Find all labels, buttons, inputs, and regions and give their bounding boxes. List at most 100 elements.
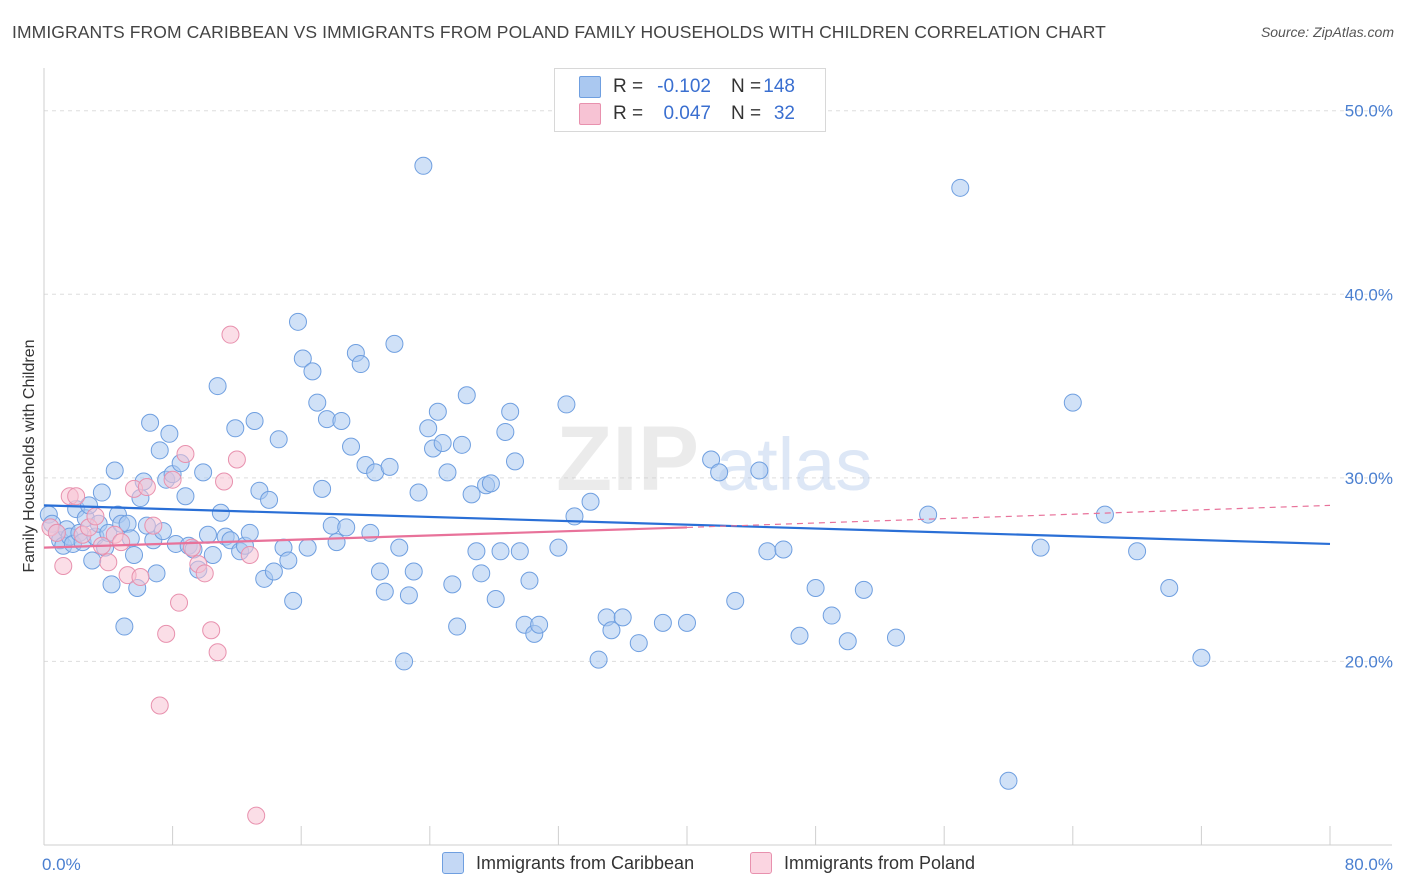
legend-item-caribbean[interactable]: Immigrants from Caribbean [442, 852, 694, 874]
data-point-caribbean [404, 562, 423, 581]
y-tick-label: 50.0% [1345, 102, 1393, 121]
legend-label-poland: Immigrants from Poland [784, 852, 976, 873]
legend-r-label: R = [613, 103, 644, 124]
trend-line-poland-extension [686, 504, 1331, 529]
data-point-caribbean [198, 525, 217, 544]
data-point-caribbean [380, 457, 399, 476]
trend-lines [43, 504, 1331, 549]
data-point-caribbean [260, 490, 279, 509]
data-point-caribbean [602, 621, 621, 640]
x-tick-label: 0.0% [42, 855, 81, 874]
y-tick-label: 40.0% [1345, 285, 1393, 304]
data-point-poland [86, 507, 105, 526]
data-point-caribbean [710, 463, 729, 482]
trend-line-caribbean [43, 504, 1331, 546]
data-point-caribbean [361, 523, 380, 542]
data-point-caribbean [399, 586, 418, 605]
data-point-caribbean [264, 562, 283, 581]
data-point-caribbean [208, 377, 227, 396]
data-point-caribbean [726, 591, 745, 610]
data-point-poland [182, 538, 201, 557]
data-point-caribbean [919, 505, 938, 524]
legend-swatch-poland [750, 852, 772, 874]
watermark-zip: ZIP [556, 408, 699, 510]
data-point-caribbean [1095, 505, 1114, 524]
x-tick-label: 80.0% [1345, 855, 1393, 874]
data-point-caribbean [822, 606, 841, 625]
legend-swatch-poland [579, 103, 601, 125]
data-point-caribbean [433, 433, 452, 452]
data-point-caribbean [194, 463, 213, 482]
data-point-caribbean [448, 617, 467, 636]
data-point-caribbean [438, 463, 457, 482]
data-point-caribbean [115, 617, 134, 636]
data-point-caribbean [557, 395, 576, 414]
data-point-poland [170, 593, 189, 612]
data-point-caribbean [530, 615, 549, 634]
data-point-caribbean [428, 402, 447, 421]
watermark: ZIP atlas [556, 408, 872, 510]
axes [43, 68, 1392, 846]
y-ticks: 20.0% 30.0% 40.0% 50.0% [1345, 102, 1393, 672]
data-point-caribbean [1160, 579, 1179, 597]
data-point-caribbean [838, 632, 857, 651]
data-point-caribbean [774, 540, 793, 559]
data-point-caribbean [472, 564, 491, 583]
data-point-caribbean [758, 542, 777, 561]
legend-item-poland[interactable]: Immigrants from Poland [750, 852, 975, 874]
y-axis-label: Family Households with Children [21, 340, 38, 573]
data-point-poland [144, 516, 163, 535]
data-point-caribbean [1063, 393, 1082, 412]
data-point-caribbean [999, 771, 1018, 790]
data-point-caribbean [342, 437, 361, 456]
data-point-caribbean [395, 652, 414, 671]
data-point-caribbean [226, 419, 245, 438]
legend-swatch-caribbean [579, 76, 601, 98]
legend-row-caribbean: R = -0.102 N = 148 [579, 74, 795, 100]
legend-r-label: R = [613, 76, 644, 97]
data-point-poland [137, 478, 156, 497]
data-point-poland [247, 806, 266, 825]
data-point-caribbean [337, 518, 356, 537]
data-point-poland [195, 564, 214, 583]
data-point-caribbean [102, 575, 121, 594]
data-point-caribbean [629, 634, 648, 653]
data-point-caribbean [327, 533, 346, 552]
legend-r-value: 0.047 [663, 103, 711, 124]
data-point-poland [240, 545, 259, 564]
series-poland [41, 325, 266, 825]
data-point-poland [47, 523, 66, 542]
data-point-caribbean [409, 483, 428, 502]
data-point-caribbean [505, 452, 524, 471]
data-point-caribbean [613, 608, 632, 627]
legend-n-label: N = [731, 76, 762, 97]
data-point-caribbean [298, 538, 317, 557]
y-tick-label: 20.0% [1345, 652, 1393, 671]
data-point-poland [208, 643, 227, 662]
legend-r-value: -0.102 [657, 76, 711, 97]
data-point-caribbean [481, 474, 500, 493]
data-point-caribbean [92, 483, 111, 502]
data-point-caribbean [351, 355, 370, 374]
data-point-caribbean [279, 551, 298, 570]
data-point-caribbean [240, 523, 259, 542]
data-point-caribbean [375, 582, 394, 601]
data-point-poland [202, 621, 221, 640]
data-point-caribbean [211, 503, 230, 522]
data-point-poland [112, 533, 131, 552]
legend-n-value: 32 [773, 103, 795, 124]
data-point-poland [215, 472, 234, 491]
data-point-caribbean [501, 402, 520, 421]
data-point-caribbean [750, 461, 769, 480]
data-point-caribbean [510, 542, 529, 561]
data-point-caribbean [160, 424, 179, 443]
data-point-caribbean [678, 613, 696, 632]
data-point-caribbean [288, 312, 307, 331]
data-point-caribbean [176, 487, 195, 506]
data-point-caribbean [491, 542, 510, 561]
data-point-caribbean [269, 430, 288, 449]
watermark-atlas: atlas [716, 423, 872, 506]
data-point-caribbean [790, 626, 809, 645]
data-point-caribbean [702, 450, 721, 469]
data-point-caribbean [452, 435, 471, 454]
